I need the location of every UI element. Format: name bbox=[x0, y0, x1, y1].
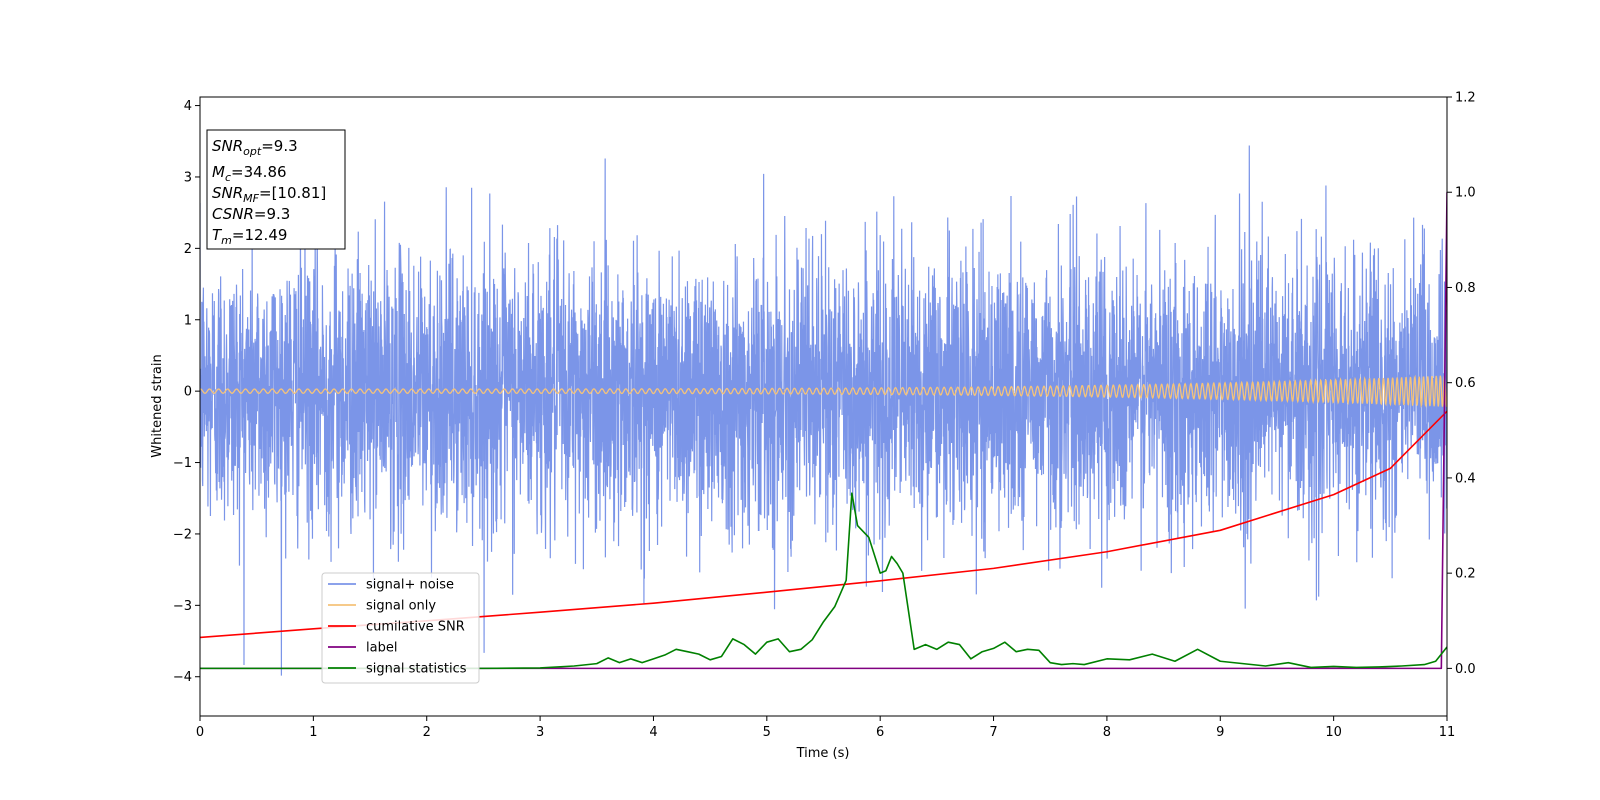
info-box-frame bbox=[206, 129, 346, 250]
y-right-tick-label: 1.0 bbox=[1455, 186, 1476, 201]
plot-frame bbox=[199, 96, 1448, 717]
y-left-tick-label: −3 bbox=[173, 599, 192, 614]
legend-label: cumilative SNR bbox=[366, 620, 465, 635]
y-left-tick-label: −2 bbox=[173, 527, 192, 542]
x-tick-label: 4 bbox=[649, 725, 657, 740]
series-signal-noise bbox=[200, 145, 1447, 676]
info-row: Mc=34.86 bbox=[212, 163, 287, 184]
legend-label: signal only bbox=[366, 599, 436, 614]
x-tick-label: 2 bbox=[423, 725, 431, 740]
y-right-tick-label: 1.2 bbox=[1455, 91, 1476, 106]
x-tick-label: 10 bbox=[1325, 725, 1342, 740]
y-axis-left: 4 3 2 1 0 −1 −2 −3 −4 bbox=[173, 99, 200, 685]
x-tick-label: 5 bbox=[763, 725, 771, 740]
y-left-tick-label: 1 bbox=[184, 313, 192, 328]
x-tick-label: 3 bbox=[536, 725, 544, 740]
info-row: CSNR=9.3 bbox=[212, 205, 290, 223]
legend-label: signal+ noise bbox=[366, 578, 454, 593]
y-axis-label: Whitened strain bbox=[150, 354, 165, 457]
y-left-tick-label: −4 bbox=[173, 670, 192, 685]
legend-label: signal statistics bbox=[366, 662, 467, 677]
x-tick-label: 0 bbox=[196, 725, 204, 740]
y-right-tick-label: 0.8 bbox=[1455, 281, 1476, 296]
y-axis-right: 1.2 1.0 0.8 0.6 0.4 0.2 0.0 bbox=[1447, 91, 1476, 677]
y-left-tick-label: 3 bbox=[184, 170, 192, 185]
x-tick-label: 8 bbox=[1103, 725, 1111, 740]
y-left-tick-label: 4 bbox=[184, 99, 192, 114]
legend-frame bbox=[321, 572, 480, 684]
y-right-tick-label: 0.6 bbox=[1455, 376, 1476, 391]
legend: signal+ noise signal only cumilative SNR la… bbox=[321, 572, 480, 684]
y-right-tick-label: 0.0 bbox=[1455, 662, 1476, 677]
x-tick-label: 9 bbox=[1216, 725, 1224, 740]
y-left-tick-label: −1 bbox=[173, 456, 192, 471]
y-left-tick-label: 0 bbox=[184, 385, 192, 400]
x-tick-label: 11 bbox=[1439, 725, 1456, 740]
y-right-tick-label: 0.2 bbox=[1455, 567, 1476, 582]
info-row: SNRopt=9.3 bbox=[212, 137, 298, 158]
x-axis-label: Time (s) bbox=[796, 746, 850, 761]
series-signal-only bbox=[200, 374, 1447, 408]
series-label bbox=[200, 192, 1447, 670]
x-tick-label: 1 bbox=[309, 725, 317, 740]
info-row: Tm=12.49 bbox=[212, 226, 287, 247]
info-row: SNRMF=[10.81] bbox=[212, 184, 326, 205]
x-axis: 0 1 2 3 4 5 6 7 8 9 10 11 bbox=[196, 716, 1455, 740]
y-left-tick-label: 2 bbox=[184, 242, 192, 257]
x-tick-label: 6 bbox=[876, 725, 884, 740]
legend-label: label bbox=[366, 641, 397, 656]
y-right-tick-label: 0.4 bbox=[1455, 471, 1476, 486]
x-tick-label: 7 bbox=[989, 725, 997, 740]
series-signal-statistics bbox=[200, 492, 1447, 670]
